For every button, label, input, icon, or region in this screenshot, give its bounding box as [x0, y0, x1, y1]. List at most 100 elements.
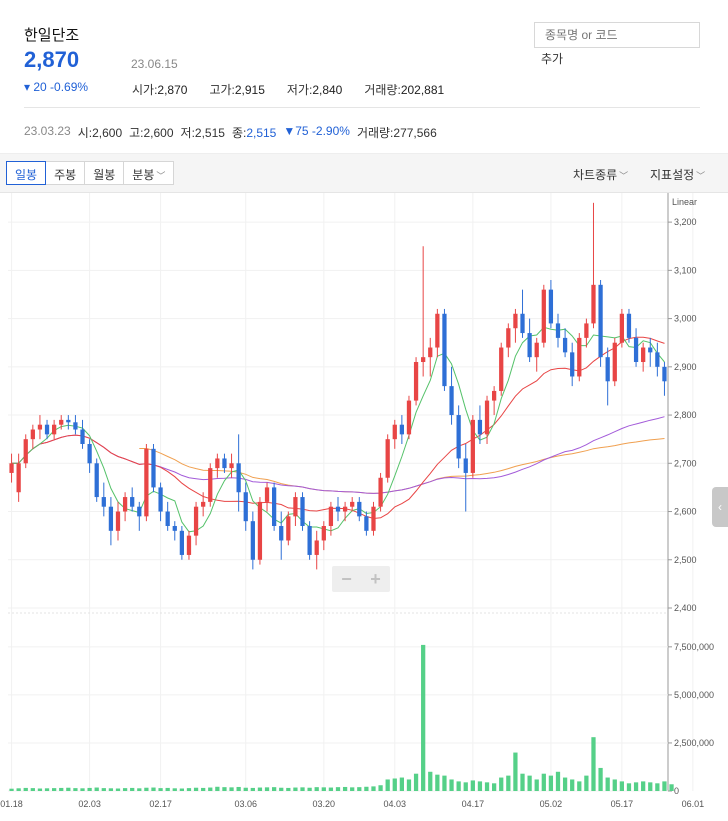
y-tick-label: 2,400	[674, 603, 697, 613]
candle-body	[499, 347, 504, 391]
volume-bar	[669, 784, 674, 791]
candle-body	[484, 400, 490, 435]
side-panel-toggle[interactable]: ‹	[712, 487, 728, 527]
candle-body	[300, 497, 305, 526]
candle-body	[506, 328, 511, 348]
volume-bar	[179, 788, 184, 791]
candle-body	[350, 501, 355, 507]
candle-body	[605, 357, 610, 382]
indicator-settings-dropdown[interactable]: 지표설정 ﹀	[650, 168, 706, 182]
price-chart[interactable]: 01.18 02.03 02.17 03.06 03.20 04.03 04.17 05.02…	[0, 193, 728, 821]
volume-bar	[272, 787, 277, 791]
candle-body	[399, 424, 404, 435]
candle-body	[598, 284, 603, 358]
volume-bar	[456, 781, 461, 791]
stock-search-input[interactable]	[534, 22, 700, 48]
volume-bar	[484, 782, 490, 791]
volume-bar	[193, 787, 199, 791]
volume-bar	[442, 775, 447, 791]
volume-bar	[243, 787, 248, 791]
quote-date: 23.06.15	[131, 57, 178, 71]
candle-body	[470, 419, 475, 473]
y-tick-label: 3,000	[674, 314, 697, 324]
current-price: 2,870	[24, 47, 80, 72]
candle-body	[584, 323, 589, 338]
volume-bar	[534, 779, 539, 791]
x-tick-label: 03.06	[234, 799, 257, 809]
volume-bar	[506, 775, 511, 791]
candle-body	[335, 506, 341, 512]
chevron-down-icon: ﹀	[619, 171, 629, 181]
volume-bar	[364, 786, 369, 791]
volume-bar	[399, 777, 404, 791]
volume-bar	[108, 788, 114, 791]
volume-bar	[151, 787, 156, 791]
x-tick-label: 04.17	[462, 799, 485, 809]
divider	[24, 107, 700, 108]
volume-bar	[626, 783, 632, 791]
volume-bar	[236, 786, 241, 791]
candle-body	[619, 313, 624, 343]
candle-body	[122, 497, 128, 512]
volume-bar	[250, 787, 255, 791]
volume-bar	[662, 781, 667, 791]
candle-body	[151, 448, 156, 488]
ma60-line	[11, 416, 665, 494]
chevron-down-icon: ﹀	[696, 171, 706, 181]
volume-bar	[570, 779, 575, 791]
add-button[interactable]: 추가	[541, 52, 564, 66]
volume-bar	[201, 787, 206, 791]
tab-weekly[interactable]: 주봉	[45, 161, 86, 185]
volume-bar	[492, 783, 497, 791]
volume-bar	[655, 783, 660, 791]
tab-daily[interactable]: 일봉	[6, 161, 47, 185]
candle-body	[456, 415, 461, 459]
volume-bar	[555, 771, 561, 791]
candle-body	[577, 337, 582, 377]
volume-bar	[541, 773, 546, 791]
volume-bar	[641, 781, 646, 791]
candle-body	[314, 540, 319, 555]
volume-bar	[130, 787, 135, 791]
candle-body	[555, 323, 561, 338]
candle-body	[250, 521, 255, 560]
candle-body	[165, 511, 170, 526]
volume-bar	[307, 787, 312, 791]
volume-bar	[37, 788, 43, 791]
volume-bar	[577, 781, 582, 791]
volume-bar	[378, 785, 383, 791]
candle-body	[435, 313, 440, 348]
chart-type-dropdown[interactable]: 차트종류 ﹀	[573, 168, 629, 182]
volume-bar	[413, 773, 419, 791]
tab-minute[interactable]: 분봉 ﹀	[123, 161, 175, 185]
candle-body	[342, 506, 348, 512]
candle-body	[23, 439, 28, 464]
volume-bar	[605, 777, 610, 791]
volume-bar	[435, 774, 440, 791]
candle-body	[87, 444, 92, 464]
y-tick-label: 2,600	[674, 507, 697, 517]
volume-bar	[87, 787, 92, 791]
zoom-out-button[interactable]: −	[341, 569, 352, 589]
volume-tick-label: 2,500,000	[674, 738, 714, 748]
x-tick-label: 06.01	[682, 799, 705, 809]
x-tick-label: 05.17	[611, 799, 634, 809]
volume-bar	[172, 788, 177, 791]
volume-bar	[264, 787, 270, 791]
candle-body	[222, 458, 227, 469]
candle-body	[264, 487, 270, 502]
candle-body	[371, 506, 376, 531]
candle-body	[534, 342, 539, 358]
candle-body	[257, 501, 263, 560]
volume-bar	[619, 781, 624, 791]
candle-body	[193, 506, 199, 536]
candle-body	[548, 289, 554, 324]
candle-body	[477, 419, 483, 435]
candle-body	[286, 516, 291, 541]
zoom-in-button[interactable]: +	[370, 569, 381, 589]
candle-body	[321, 526, 326, 541]
volume-bar	[23, 787, 28, 791]
candle-body	[655, 352, 660, 367]
tab-monthly[interactable]: 월봉	[84, 161, 125, 185]
volume-value: 거래량:202,881	[364, 83, 445, 97]
